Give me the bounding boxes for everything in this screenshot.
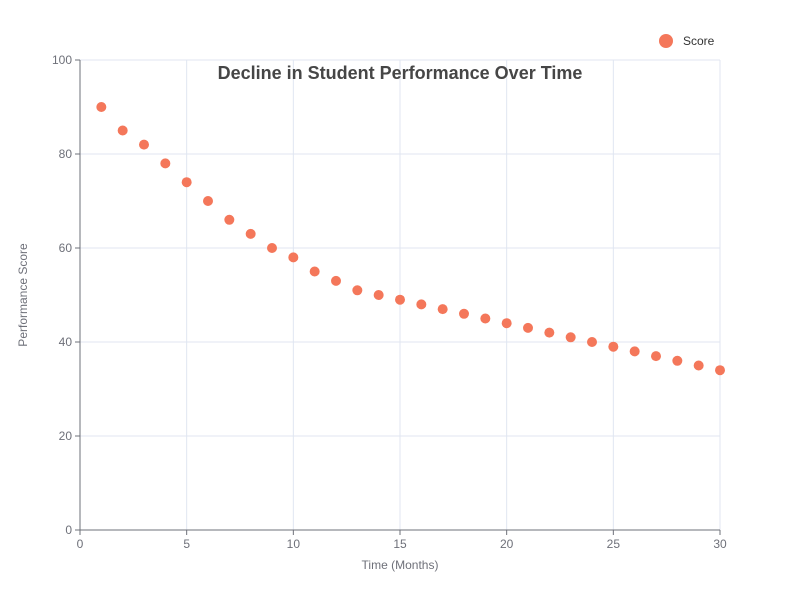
data-point[interactable] [565, 332, 576, 343]
data-point[interactable] [373, 290, 384, 300]
data-point[interactable] [672, 355, 683, 366]
y-tick-label: 60 [59, 241, 73, 255]
data-point[interactable] [331, 275, 341, 286]
x-tick-label: 0 [77, 537, 84, 551]
data-point[interactable] [352, 285, 363, 296]
x-tick-label: 5 [183, 537, 190, 551]
data-point[interactable] [480, 313, 491, 324]
y-axis-ticks: 0 20 40 60 80 100 [52, 53, 80, 537]
data-point[interactable] [587, 337, 597, 347]
data-point[interactable] [181, 177, 192, 188]
y-tick-label: 80 [59, 147, 73, 161]
data-point[interactable] [437, 304, 448, 315]
data-point[interactable] [651, 351, 661, 362]
x-tick-label: 25 [607, 537, 621, 551]
y-tick-label: 40 [59, 335, 73, 349]
y-axis-title: Performance Score [16, 243, 30, 347]
y-tick-label: 20 [59, 429, 73, 443]
data-point[interactable] [245, 228, 256, 239]
data-point[interactable] [267, 243, 277, 253]
x-tick-label: 20 [500, 537, 514, 551]
data-point[interactable] [139, 139, 149, 150]
data-point[interactable] [160, 158, 171, 169]
data-point[interactable] [117, 125, 128, 136]
data-points [96, 102, 725, 376]
x-axis-ticks: 0 5 10 15 20 25 30 [77, 530, 727, 551]
data-point[interactable] [288, 252, 299, 263]
data-point[interactable] [501, 318, 512, 329]
x-axis-title: Time (Months) [362, 558, 439, 572]
grid [80, 59, 721, 530]
data-point[interactable] [96, 102, 107, 112]
legend-label[interactable]: Score [683, 34, 715, 48]
data-point[interactable] [715, 365, 725, 376]
x-tick-label: 10 [287, 537, 301, 551]
y-tick-label: 0 [65, 523, 72, 537]
data-point[interactable] [608, 341, 619, 352]
data-point[interactable] [693, 360, 704, 371]
data-point[interactable] [395, 294, 405, 305]
x-tick-label: 15 [393, 537, 407, 551]
data-point[interactable] [309, 266, 320, 277]
data-point[interactable] [459, 308, 469, 319]
legend-marker-icon[interactable] [659, 34, 673, 48]
chart-title: Decline in Student Performance Over Time [218, 63, 583, 83]
legend[interactable]: Score [659, 34, 715, 48]
data-point[interactable] [416, 299, 427, 310]
data-point[interactable] [523, 322, 533, 333]
y-tick-label: 100 [52, 53, 72, 67]
data-point[interactable] [629, 346, 640, 357]
data-point[interactable] [544, 327, 555, 338]
x-tick-label: 30 [713, 537, 727, 551]
data-point[interactable] [224, 214, 235, 225]
data-point[interactable] [203, 196, 213, 206]
